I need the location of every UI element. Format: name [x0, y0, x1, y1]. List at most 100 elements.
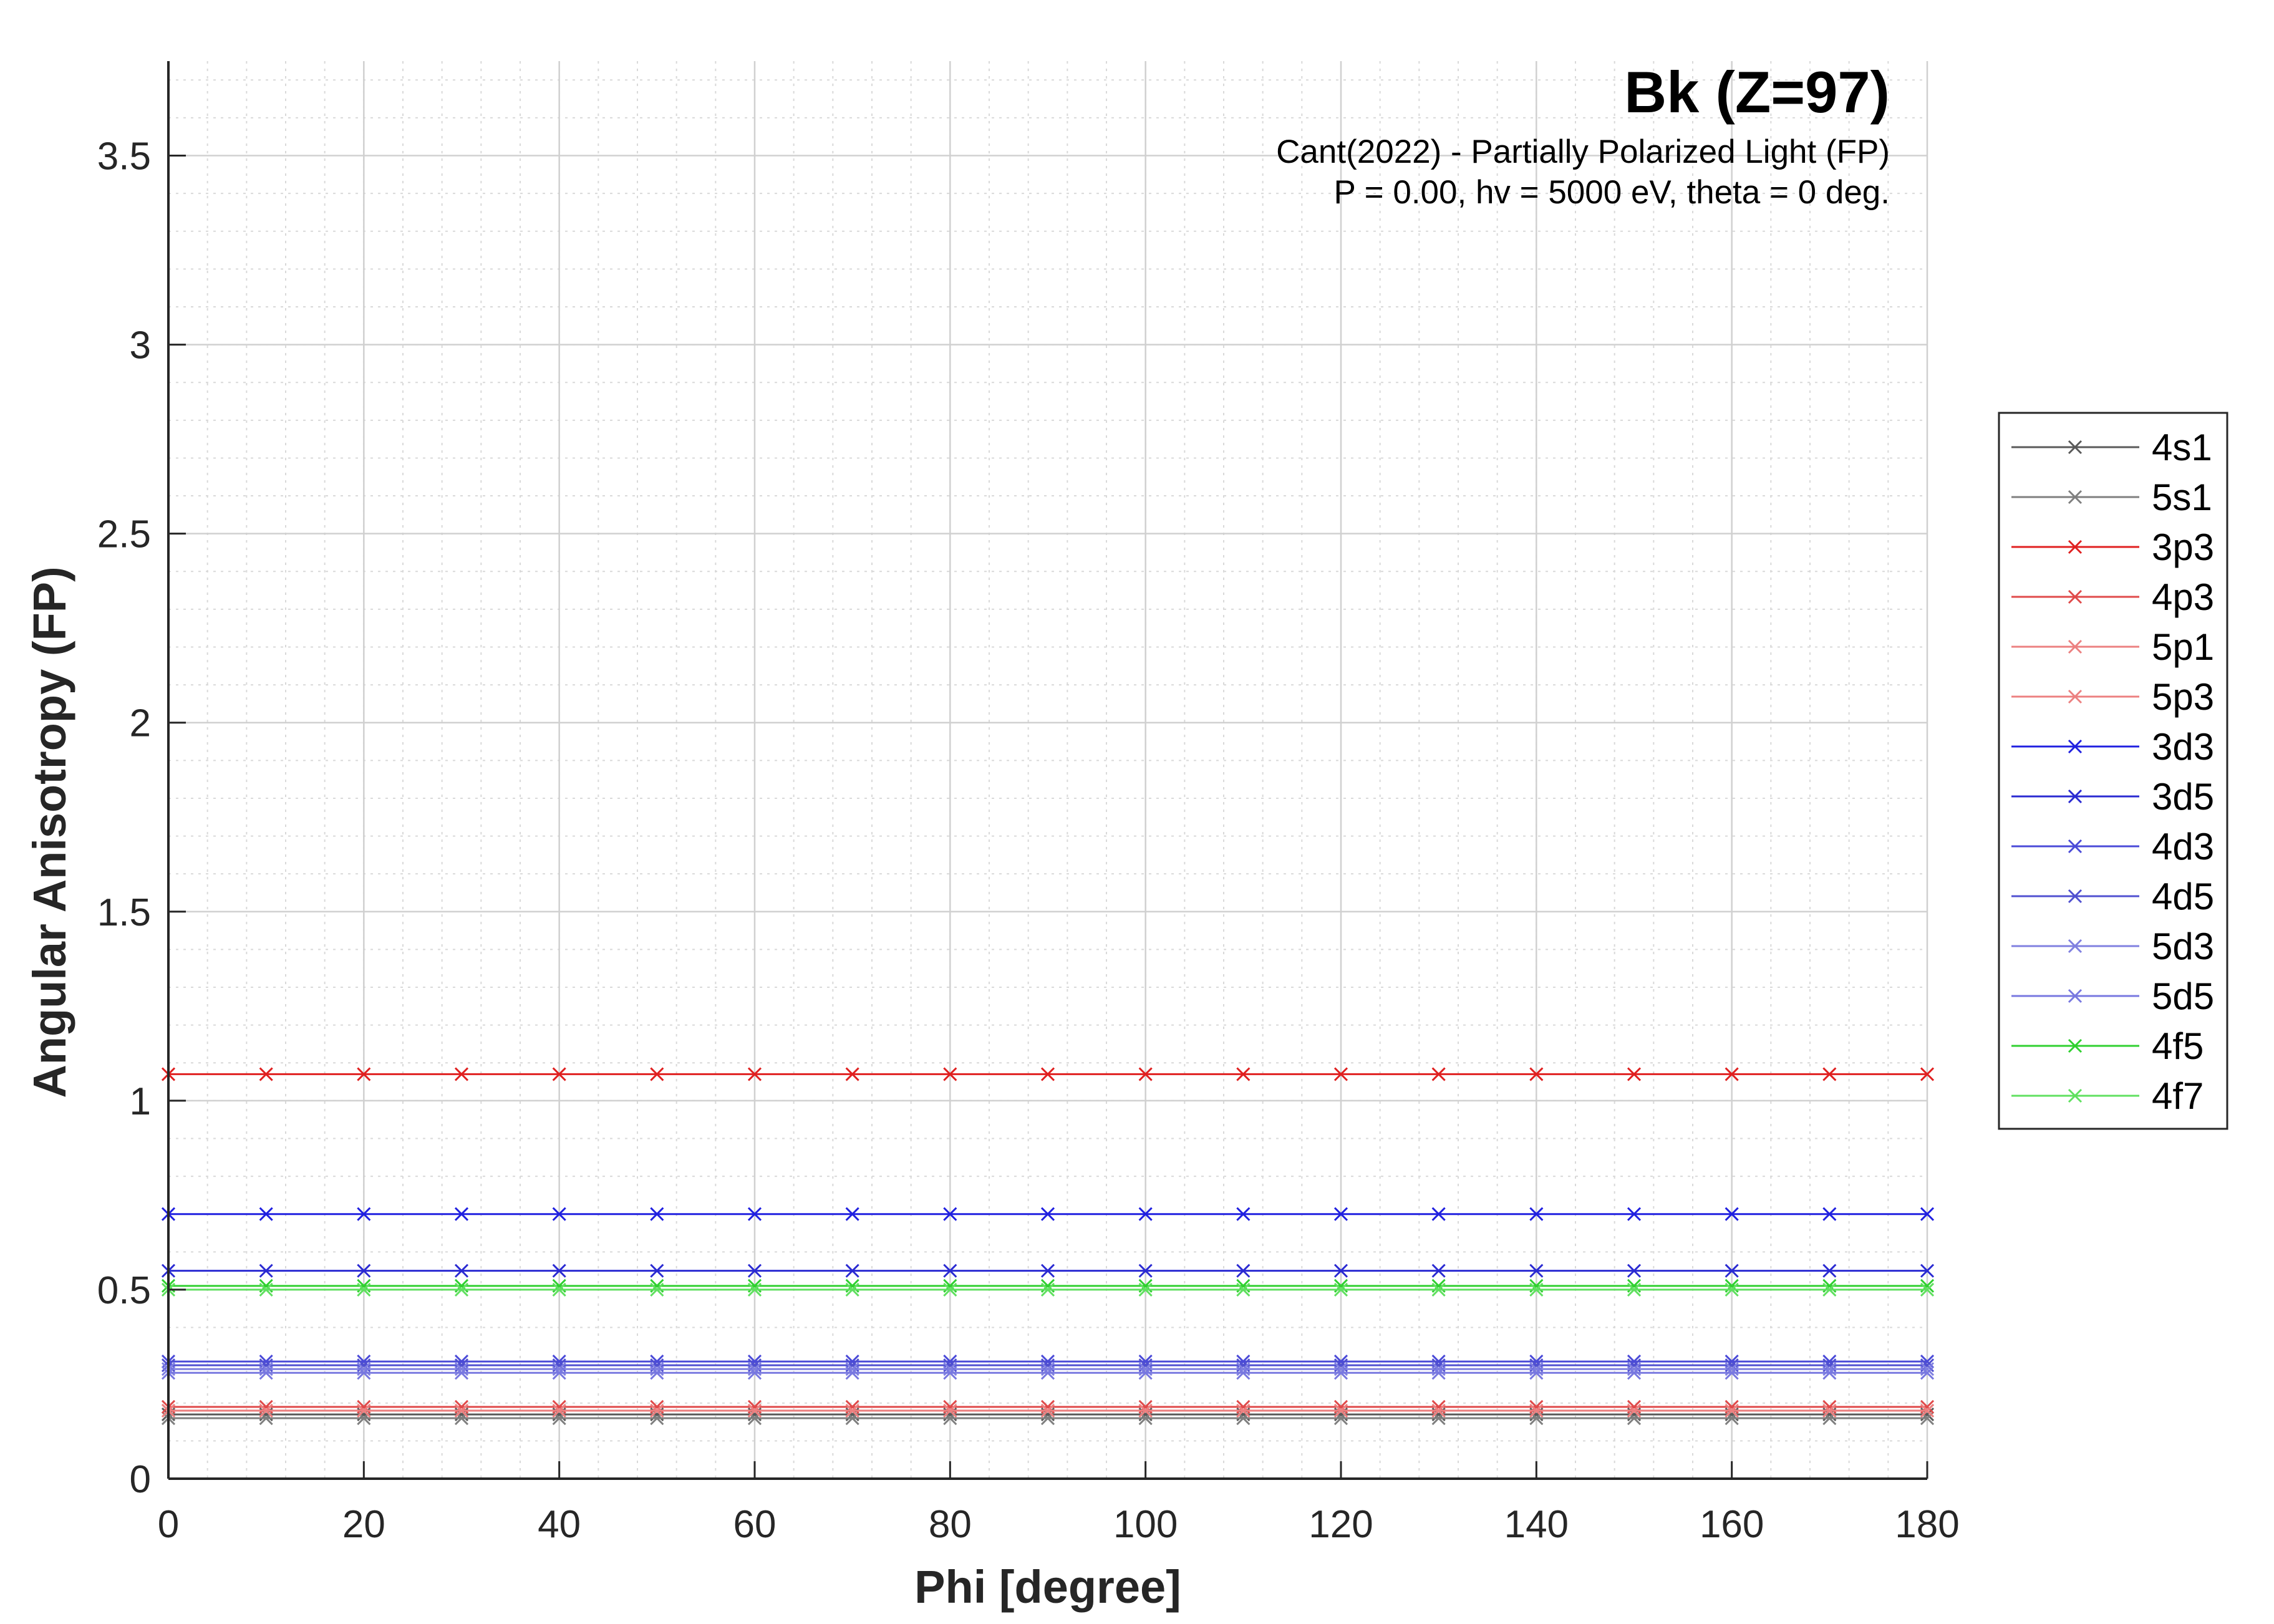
- data-point-5d5: [1920, 1366, 1935, 1380]
- data-point-5d5: [1138, 1366, 1153, 1380]
- series-3d5: [161, 1264, 1935, 1278]
- data-point-5d5: [1333, 1366, 1348, 1380]
- data-point-5d5: [1431, 1366, 1446, 1380]
- data-point-5d5: [454, 1366, 469, 1380]
- legend-label-4f5: 4f5: [2152, 1025, 2204, 1067]
- legend-label-5p1: 5p1: [2152, 626, 2214, 668]
- data-point-3d3: [1822, 1207, 1837, 1221]
- y-tick-label: 2: [130, 702, 151, 745]
- data-point-4f7: [943, 1282, 957, 1297]
- data-point-3d3: [1529, 1207, 1544, 1221]
- data-point-5d5: [1725, 1366, 1739, 1380]
- data-point-3d5: [1822, 1264, 1837, 1278]
- data-point-5p3: [1822, 1403, 1837, 1418]
- legend-label-4f7: 4f7: [2152, 1075, 2204, 1117]
- data-point-4f7: [1138, 1282, 1153, 1297]
- y-tick-label: 1.5: [97, 891, 151, 934]
- data-point-4f7: [1431, 1282, 1446, 1297]
- data-point-3d3: [943, 1207, 957, 1221]
- x-tick-label: 60: [733, 1503, 777, 1546]
- data-point-3p3: [357, 1067, 371, 1081]
- data-point-3d5: [552, 1264, 566, 1278]
- data-point-5d5: [259, 1366, 273, 1380]
- data-point-3d3: [845, 1207, 859, 1221]
- data-point-5d5: [1529, 1366, 1544, 1380]
- legend-marker-3p3: [2068, 539, 2083, 554]
- x-tick-label: 20: [342, 1503, 385, 1546]
- x-tick-label: 180: [1895, 1503, 1959, 1546]
- x-tick-label: 120: [1309, 1503, 1373, 1546]
- y-tick-labels: 0 0.5 1 1.5 2 2.5 3 3.5: [97, 135, 151, 1501]
- legend-label-3d5: 3d5: [2152, 776, 2214, 818]
- x-tick-label: 80: [929, 1503, 972, 1546]
- data-point-5p3: [1725, 1403, 1739, 1418]
- data-point-4f7: [1236, 1282, 1251, 1297]
- chart-subtitle-line-1: Cant(2022) - Partially Polarized Light (…: [1276, 133, 1890, 170]
- legend-label-4p3: 4p3: [2152, 576, 2214, 618]
- legend-marker-4s1: [2068, 440, 2083, 455]
- data-point-3d3: [1627, 1207, 1642, 1221]
- data-point-4f7: [650, 1282, 664, 1297]
- legend-label-5d3: 5d3: [2152, 926, 2214, 967]
- legend-label-4d3: 4d3: [2152, 826, 2214, 868]
- data-point-3p3: [1040, 1067, 1055, 1081]
- data-point-3p3: [1725, 1067, 1739, 1081]
- data-point-3d5: [1920, 1264, 1935, 1278]
- legend-box: [1998, 412, 2228, 1130]
- legend-label-5d5: 5d5: [2152, 975, 2214, 1017]
- legend: 4s1 5s1 3p3 4p3 5p1 5p3 3d3 3d5 4d3 4d5 5d3 5d5 4f5 4…: [1998, 412, 2228, 1130]
- data-point-5d5: [1627, 1366, 1642, 1380]
- series-5p3: [161, 1403, 1935, 1418]
- data-point-3d3: [454, 1207, 469, 1221]
- y-tick-label: 3: [130, 324, 151, 367]
- data-point-4f7: [1529, 1282, 1544, 1297]
- data-point-4f7: [1333, 1282, 1348, 1297]
- data-point-3d5: [650, 1264, 664, 1278]
- data-point-5p3: [357, 1403, 371, 1418]
- data-point-3d3: [259, 1207, 273, 1221]
- legend-item-4d3: 4d3: [2011, 826, 2214, 868]
- legend-marker-5p3: [2068, 689, 2083, 704]
- data-point-3d5: [357, 1264, 371, 1278]
- x-tick-label: 140: [1504, 1503, 1569, 1546]
- legend-marker-3d3: [2068, 739, 2083, 754]
- data-point-3p3: [1822, 1067, 1837, 1081]
- legend-label-3d3: 3d3: [2152, 726, 2214, 768]
- data-point-3d5: [943, 1264, 957, 1278]
- data-point-5p3: [650, 1403, 664, 1418]
- legend-marker-5d5: [2068, 988, 2083, 1003]
- data-point-5d5: [845, 1366, 859, 1380]
- legend-item-3d5: 3d5: [2011, 776, 2214, 818]
- data-point-3d5: [1138, 1264, 1153, 1278]
- data-point-3d5: [1333, 1264, 1348, 1278]
- data-point-3p3: [1529, 1067, 1544, 1081]
- data-point-3d5: [454, 1264, 469, 1278]
- data-point-3d5: [845, 1264, 859, 1278]
- legend-marker-4p3: [2068, 589, 2083, 604]
- legend-marker-5s1: [2068, 490, 2083, 505]
- data-point-3d5: [1725, 1264, 1739, 1278]
- data-point-4f7: [1627, 1282, 1642, 1297]
- plot-background: [168, 61, 1927, 1479]
- data-point-5p3: [1040, 1403, 1055, 1418]
- data-point-3p3: [747, 1067, 762, 1081]
- data-point-3p3: [650, 1067, 664, 1081]
- data-point-5p3: [1138, 1403, 1153, 1418]
- data-point-3p3: [1236, 1067, 1251, 1081]
- data-point-5p3: [845, 1403, 859, 1418]
- data-point-3d5: [1040, 1264, 1055, 1278]
- series-4f7: [161, 1282, 1935, 1297]
- data-point-3d5: [1236, 1264, 1251, 1278]
- series-3p3: [161, 1067, 1935, 1081]
- data-point-3d5: [747, 1264, 762, 1278]
- data-point-5p3: [943, 1403, 957, 1418]
- y-tick-label: 3.5: [97, 135, 151, 178]
- data-point-3d3: [650, 1207, 664, 1221]
- data-point-4f7: [747, 1282, 762, 1297]
- data-point-3d3: [1333, 1207, 1348, 1221]
- data-point-5d5: [1040, 1366, 1055, 1380]
- data-point-3d3: [1040, 1207, 1055, 1221]
- data-point-4f7: [1040, 1282, 1055, 1297]
- data-point-3p3: [943, 1067, 957, 1081]
